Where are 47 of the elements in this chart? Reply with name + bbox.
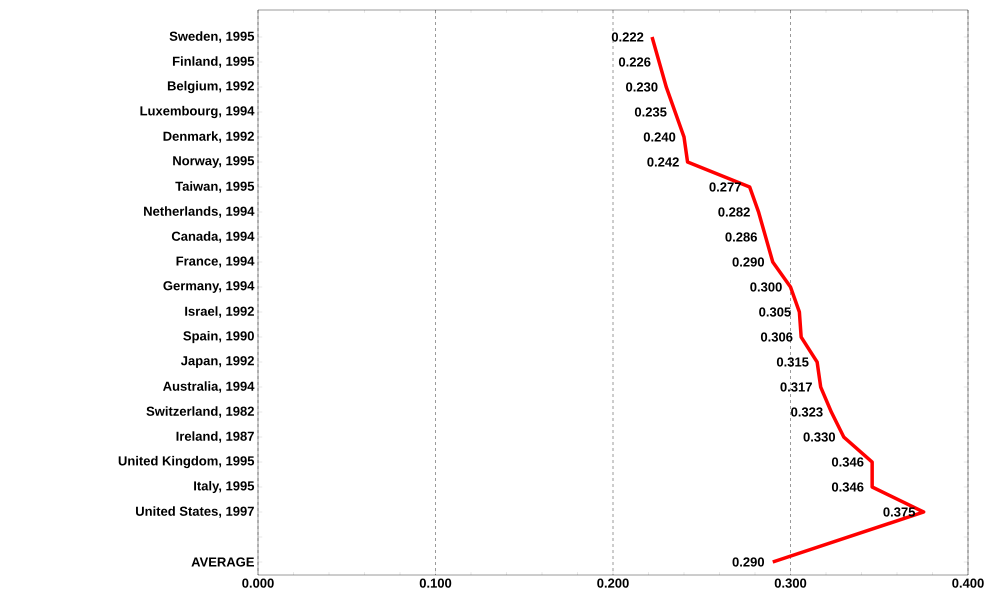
x-tick-label: 0.400: [952, 578, 984, 588]
data-label: 0.286: [725, 232, 757, 242]
y-tick-label: Germany, 1994: [163, 281, 254, 293]
data-label: 0.235: [634, 107, 667, 117]
data-label: 0.290: [732, 257, 764, 267]
y-tick-label: Japan, 1992: [180, 356, 254, 368]
y-tick-label: Belgium, 1992: [168, 80, 254, 94]
data-label: 0.306: [760, 332, 792, 342]
data-label: 0.330: [804, 432, 836, 442]
data-label: 0.375: [883, 507, 916, 517]
y-tick-label: Norway, 1995: [173, 156, 254, 168]
x-tick-label: 0.000: [242, 578, 274, 588]
y-tick-label: Italy, 1995: [194, 480, 254, 494]
y-tick-label: Denmark, 1992: [164, 131, 254, 143]
data-label: 0.230: [626, 82, 658, 92]
data-label: 0.323: [791, 407, 823, 417]
x-tick-label: 0.200: [597, 578, 629, 588]
data-label: 0.240: [644, 132, 676, 142]
y-tick-label: Taiwan, 1995: [175, 181, 254, 193]
y-tick-label: France, 1994: [176, 256, 254, 268]
y-tick-label: Ireland, 1987: [176, 431, 254, 443]
data-label: 0.305: [759, 307, 791, 317]
y-tick-label: Finland, 1995: [172, 56, 254, 68]
y-tick-label: Sweden, 1995: [170, 31, 254, 43]
data-label: 0.346: [832, 482, 864, 492]
y-tick-label: AVERAGE: [191, 557, 254, 567]
data-label: 0.282: [718, 207, 750, 217]
y-tick-label: Israel, 1992: [185, 306, 254, 318]
y-tick-label: Canada, 1994: [172, 231, 254, 243]
y-tick-label: Luxembourg, 1994: [140, 106, 254, 118]
x-tick-label: 0.300: [774, 578, 806, 588]
y-tick-label: Spain, 1990: [183, 330, 254, 344]
y-tick-label: Switzerland, 1982: [146, 406, 254, 418]
data-label: 0.277: [709, 182, 741, 192]
data-label: 0.315: [776, 357, 809, 367]
data-label: 0.346: [832, 457, 864, 467]
x-tick-label: 0.100: [420, 578, 452, 588]
data-label: 0.226: [618, 57, 650, 67]
data-label: 0.222: [612, 32, 644, 42]
data-label: 0.290: [732, 557, 764, 567]
y-tick-label: United States, 1997: [136, 506, 254, 518]
y-tick-label: United Kingdom, 1995: [118, 456, 254, 468]
data-label: 0.242: [647, 157, 679, 167]
y-tick-label: Netherlands, 1994: [144, 206, 254, 218]
y-tick-label: Australia, 1994: [163, 381, 254, 393]
data-label: 0.317: [780, 382, 812, 392]
data-label: 0.300: [750, 282, 782, 292]
